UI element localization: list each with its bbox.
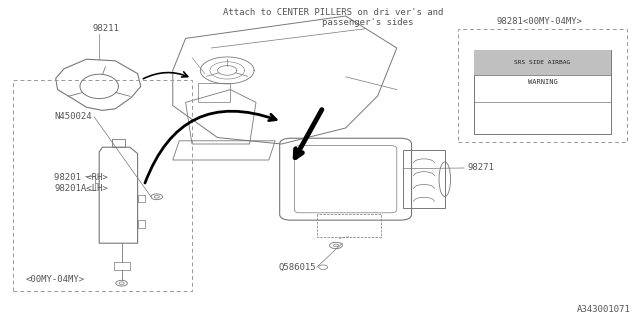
- Text: A343001071: A343001071: [577, 305, 630, 314]
- Text: Attach to CENTER PILLERS on dri ver's and: Attach to CENTER PILLERS on dri ver's an…: [223, 8, 443, 17]
- Text: 98201 <RH>: 98201 <RH>: [54, 173, 108, 182]
- Bar: [114, 262, 130, 270]
- Bar: [474, 50, 611, 75]
- Text: N450024: N450024: [54, 112, 92, 121]
- Text: SRS SIDE AIRBAG: SRS SIDE AIRBAG: [515, 60, 570, 65]
- Text: 98281<00MY-04MY>: 98281<00MY-04MY>: [496, 17, 582, 26]
- Text: Q586015: Q586015: [278, 263, 316, 272]
- Text: WARNING: WARNING: [527, 79, 557, 85]
- Text: 98201A<LH>: 98201A<LH>: [54, 184, 108, 193]
- Text: passenger's sides: passenger's sides: [323, 18, 413, 27]
- Bar: [403, 150, 445, 208]
- Bar: [13, 80, 192, 291]
- Bar: [112, 139, 125, 147]
- Text: 98271: 98271: [467, 164, 494, 172]
- Bar: [474, 50, 611, 134]
- Bar: [138, 220, 145, 228]
- Bar: [138, 195, 145, 202]
- Text: 98211: 98211: [92, 24, 119, 33]
- Bar: [458, 29, 627, 142]
- Text: <00MY-04MY>: <00MY-04MY>: [26, 276, 84, 284]
